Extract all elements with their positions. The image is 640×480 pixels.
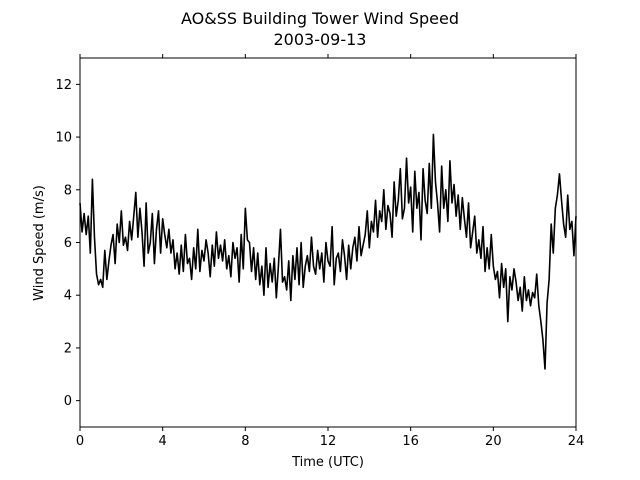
x-tick-label: 4 bbox=[159, 434, 167, 449]
x-tick-label: 0 bbox=[76, 434, 84, 449]
wind-speed-line bbox=[79, 133, 577, 370]
y-tick-label: 12 bbox=[55, 78, 72, 93]
x-axis-label: Time (UTC) bbox=[291, 455, 364, 470]
x-tick-label: 16 bbox=[402, 434, 419, 449]
y-axis-ticks: 0 2 4 6 8 10 12 bbox=[55, 78, 80, 409]
x-tick-label: 20 bbox=[485, 434, 502, 449]
y-tick-label: 0 bbox=[64, 394, 72, 409]
y-tick-label: 4 bbox=[64, 289, 72, 304]
chart-subtitle: 2003-09-13 bbox=[274, 30, 367, 49]
y-tick-label: 8 bbox=[64, 183, 72, 198]
x-tick-label: 24 bbox=[568, 434, 585, 449]
chart-title: AO&SS Building Tower Wind Speed bbox=[181, 9, 459, 28]
x-tick-label: 8 bbox=[241, 434, 249, 449]
y-axis-label: Wind Speed (m/s) bbox=[32, 185, 47, 301]
plot-area bbox=[79, 133, 577, 370]
y-tick-label: 2 bbox=[64, 341, 72, 356]
y-tick-label: 6 bbox=[64, 236, 72, 251]
y-tick-label: 10 bbox=[55, 131, 72, 146]
x-tick-label: 12 bbox=[320, 434, 337, 449]
plot-frame bbox=[79, 57, 577, 428]
x-axis-ticks: 0 4 8 12 16 20 24 bbox=[76, 54, 584, 449]
